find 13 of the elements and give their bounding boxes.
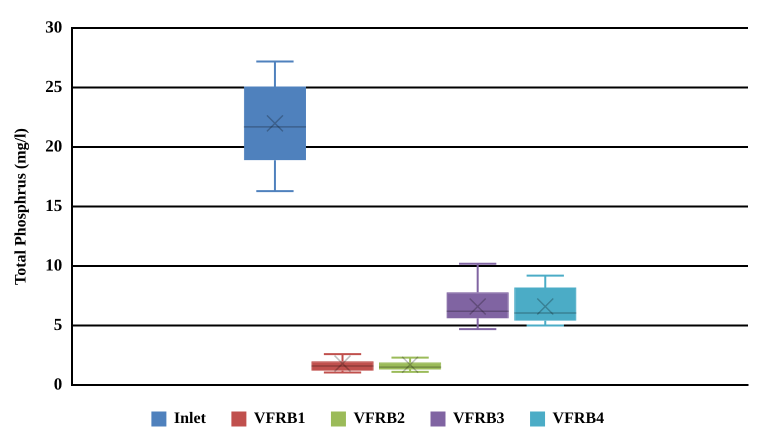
legend-label: VFRB3 (453, 410, 505, 428)
y-axis-title: Total Phosphrus (mg/l) (12, 128, 30, 285)
legend-label: Inlet (174, 410, 207, 428)
y-tick-label: 10 (45, 255, 62, 274)
y-tick-label: 25 (45, 77, 62, 96)
y-tick-label: 20 (45, 136, 62, 156)
y-tick-label: 5 (54, 314, 62, 334)
legend-label: VFRB4 (552, 410, 604, 428)
y-tick-label: 0 (54, 374, 62, 394)
legend-label: VFRB1 (254, 410, 306, 428)
legend-label: VFRB2 (353, 410, 406, 428)
y-tick-label: 15 (45, 196, 62, 215)
y-tick-label: 30 (45, 18, 62, 37)
